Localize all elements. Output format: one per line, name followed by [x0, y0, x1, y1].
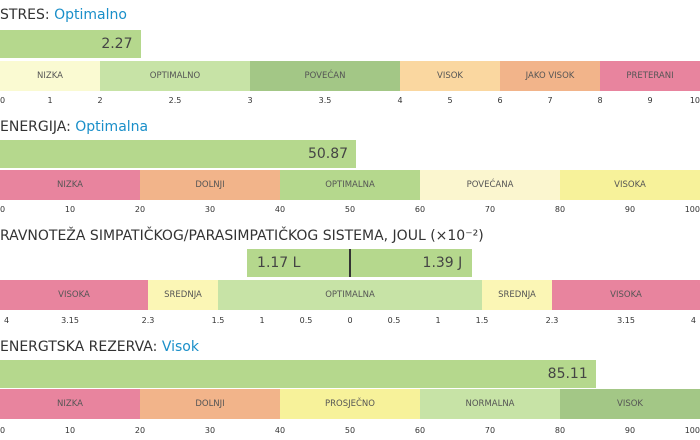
- ravnoteza-tick: 0.5: [387, 316, 401, 325]
- rezerva-band-dolnji: DOLNJI: [140, 389, 280, 419]
- rezerva-tick: 60: [414, 426, 426, 435]
- rezerva-tick: 100: [684, 426, 700, 435]
- rezerva-tick: 0: [0, 426, 6, 435]
- ravnoteza-tick: 1: [259, 316, 265, 325]
- rezerva-tick: 90: [624, 426, 636, 435]
- energija-tick: 30: [204, 205, 216, 214]
- energija-tick: 70: [484, 205, 496, 214]
- stres-band-nizka: NIZKA: [0, 61, 100, 91]
- stres-tick: 9: [647, 96, 653, 105]
- rezerva-tick: 80: [554, 426, 566, 435]
- stres-tick: 3: [247, 96, 253, 105]
- energija-value-bar: 50.87: [0, 140, 357, 168]
- rezerva-title: ENERGTSKA REZERVA: Visok: [0, 339, 199, 355]
- stres-tick: 5: [447, 96, 453, 105]
- stres-band-jako-visok: JAKO VISOK: [500, 61, 600, 91]
- rezerva-value-bar: 85.11: [0, 360, 596, 388]
- ravnoteza-tick: 1.5: [211, 316, 225, 325]
- stres-tick: 8: [597, 96, 603, 105]
- rezerva-tick: 20: [134, 426, 146, 435]
- stres-status: Optimalno: [54, 7, 127, 23]
- ravnoteza-tick: 1: [435, 316, 441, 325]
- energija-tick: 10: [64, 205, 76, 214]
- energija-tick: 80: [554, 205, 566, 214]
- ravnoteza-section: RAVNOTEŽA SIMPATIČKOG/PARASIMPATIČKOG SI…: [0, 225, 700, 330]
- energija-band-pove-ana: POVEĆANA: [420, 170, 560, 200]
- rezerva-tick: 10: [64, 426, 76, 435]
- energija-status: Optimalna: [75, 119, 149, 135]
- ravnoteza-tick: 4: [4, 316, 10, 325]
- energija-label: ENERGIJA: [0, 119, 67, 135]
- stres-band-pove-an: POVEĆAN: [250, 61, 400, 91]
- rezerva-band-prosje-no: PROSJEČNO: [280, 389, 420, 419]
- stres-tick: 6: [497, 96, 503, 105]
- energija-band-optimalna: OPTIMALNA: [280, 170, 420, 200]
- ravnoteza-tick: 1.5: [475, 316, 489, 325]
- stres-band-visok: VISOK: [400, 61, 500, 91]
- stres-tick: 2: [97, 96, 103, 105]
- ravnoteza-right-bar: 1.39 J: [350, 249, 473, 277]
- energija-tick: 100: [684, 205, 700, 214]
- stres-tick: 10: [689, 96, 700, 105]
- ravnoteza-tick: 2.3: [141, 316, 155, 325]
- energija-tick: 50: [344, 205, 356, 214]
- ravnoteza-title: RAVNOTEŽA SIMPATIČKOG/PARASIMPATIČKOG SI…: [0, 228, 484, 244]
- energija-tick: 40: [274, 205, 286, 214]
- stres-value-bar: 2.27: [0, 30, 141, 58]
- energija-section: ENERGIJA: Optimalna 50.87 NIZKA DOLNJI OPT…: [0, 116, 700, 224]
- stres-band-preterani: PRETERANI: [600, 61, 700, 91]
- ravnoteza-band-srednja: SREDNJA: [482, 280, 552, 310]
- energija-tick: 0: [0, 205, 6, 214]
- stres-label: STRES: [0, 7, 45, 23]
- rezerva-tick: 30: [204, 426, 216, 435]
- rezerva-band-normalna: NORMALNA: [420, 389, 560, 419]
- rezerva-tick: 40: [274, 426, 286, 435]
- energija-tick: 90: [624, 205, 636, 214]
- energija-band-dolnji: DOLNJI: [140, 170, 280, 200]
- stres-tick: 0: [0, 96, 6, 105]
- rezerva-status: Visok: [161, 339, 199, 355]
- energija-tick: 60: [414, 205, 426, 214]
- rezerva-tick: 50: [344, 426, 356, 435]
- ravnoteza-tick: 3.15: [617, 316, 635, 325]
- energija-band-nizka: NIZKA: [0, 170, 140, 200]
- stres-section: STRES: Optimalno 2.27 NIZKA OPTIMALNO POVE…: [0, 4, 700, 112]
- ravnoteza-band-srednja: SREDNJA: [148, 280, 218, 310]
- ravnoteza-band-visoka: VISOKA: [552, 280, 700, 310]
- ravnoteza-tick: 2.3: [545, 316, 559, 325]
- rezerva-band-nizka: NIZKA: [0, 389, 140, 419]
- ravnoteza-band-optimalna: OPTIMALNA: [218, 280, 482, 310]
- rezerva-band-visok: VISOK: [560, 389, 700, 419]
- ravnoteza-left-bar: 1.17 L: [247, 249, 350, 277]
- stres-tick: 3.5: [318, 96, 332, 105]
- rezerva-tick: 70: [484, 426, 496, 435]
- stres-tick: 4: [397, 96, 403, 105]
- ravnoteza-tick: 0.5: [299, 316, 313, 325]
- energija-title: ENERGIJA: Optimalna: [0, 119, 149, 135]
- stres-tick: 1: [47, 96, 53, 105]
- ravnoteza-zero-divider: [349, 249, 351, 277]
- ravnoteza-tick: 0: [347, 316, 353, 325]
- stres-tick: 7: [547, 96, 553, 105]
- stres-band-optimalno: OPTIMALNO: [100, 61, 250, 91]
- energija-tick: 20: [134, 205, 146, 214]
- rezerva-label: ENERGTSKA REZERVA: [0, 339, 153, 355]
- ravnoteza-tick: 3.15: [61, 316, 79, 325]
- ravnoteza-band-visoka: VISOKA: [0, 280, 148, 310]
- rezerva-section: ENERGTSKA REZERVA: Visok 85.11 NIZKA DOLN…: [0, 336, 700, 440]
- energija-band-visoka: VISOKA: [560, 170, 700, 200]
- stres-title: STRES: Optimalno: [0, 7, 127, 23]
- stres-tick: 2.5: [168, 96, 182, 105]
- ravnoteza-tick: 4: [690, 316, 696, 325]
